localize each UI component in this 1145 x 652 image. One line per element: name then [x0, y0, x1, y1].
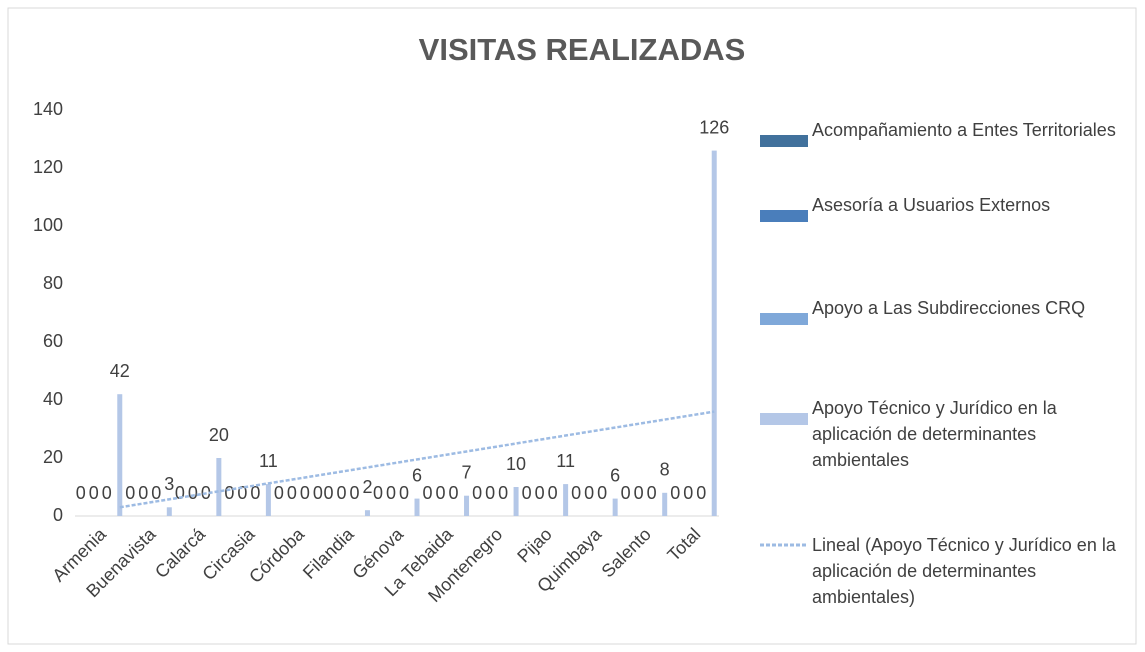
y-tick-label: 20 — [43, 447, 63, 467]
bar — [364, 510, 370, 516]
bar — [216, 458, 222, 516]
bar — [414, 498, 420, 516]
y-tick-label: 100 — [33, 215, 63, 235]
data-label: 11 — [259, 451, 278, 471]
data-label: 0 — [634, 483, 644, 503]
data-label: 8 — [660, 460, 670, 480]
y-tick-label: 40 — [43, 389, 63, 409]
data-label: 0 — [125, 483, 135, 503]
bar — [662, 492, 668, 516]
data-label: 0 — [571, 483, 581, 503]
data-label: 0 — [696, 483, 706, 503]
data-label: 0 — [250, 483, 260, 503]
y-tick-label: 0 — [53, 505, 63, 525]
data-label: 0 — [621, 483, 631, 503]
data-label: 0 — [670, 483, 680, 503]
data-label: 0 — [313, 483, 323, 503]
legend-swatch — [760, 210, 808, 222]
data-label: 0 — [522, 483, 532, 503]
y-tick-label: 80 — [43, 273, 63, 293]
data-label: 0 — [349, 483, 359, 503]
bar — [563, 484, 569, 516]
bar — [513, 487, 519, 516]
bar — [711, 150, 717, 516]
y-tick-label: 140 — [33, 99, 63, 119]
data-label: 126 — [699, 117, 729, 137]
legend-label: Apoyo Técnico y Jurídico en la aplicació… — [812, 398, 1057, 470]
legend-label: Apoyo a Las Subdirecciones CRQ — [812, 298, 1086, 318]
chart-title: VISITAS REALIZADAS — [419, 32, 746, 67]
legend-swatch — [760, 135, 808, 147]
bar — [166, 507, 172, 516]
data-label: 0 — [683, 483, 693, 503]
data-label: 11 — [556, 451, 575, 471]
data-label: 0 — [151, 483, 161, 503]
y-tick-label: 60 — [43, 331, 63, 351]
data-label: 0 — [423, 483, 433, 503]
data-label: 42 — [110, 361, 130, 381]
data-label: 0 — [287, 483, 297, 503]
data-label: 0 — [237, 483, 247, 503]
data-label: 0 — [138, 483, 148, 503]
chart-border — [7, 7, 1137, 645]
legend-swatch — [760, 413, 808, 425]
data-label: 0 — [399, 483, 409, 503]
data-label: 0 — [373, 483, 383, 503]
data-label: 0 — [175, 483, 185, 503]
data-label: 6 — [610, 465, 620, 485]
data-label: 7 — [462, 462, 472, 482]
data-label: 0 — [336, 483, 346, 503]
data-label: 0 — [647, 483, 657, 503]
data-label: 6 — [412, 465, 422, 485]
data-label: 0 — [584, 483, 594, 503]
data-label: 0 — [472, 483, 482, 503]
data-label: 0 — [300, 483, 310, 503]
data-label: 0 — [274, 483, 284, 503]
data-label: 0 — [76, 483, 86, 503]
data-label: 0 — [498, 483, 508, 503]
data-label: 0 — [386, 483, 396, 503]
data-label: 10 — [506, 454, 526, 474]
data-label: 0 — [535, 483, 545, 503]
data-label: 0 — [436, 483, 446, 503]
bar — [265, 484, 271, 516]
bar — [464, 495, 470, 516]
data-label: 0 — [89, 483, 99, 503]
legend-swatch — [760, 313, 808, 325]
y-tick-label: 120 — [33, 157, 63, 177]
bar — [612, 498, 618, 516]
data-label: 3 — [164, 474, 174, 494]
data-label: 20 — [209, 425, 229, 445]
data-label: 0 — [485, 483, 495, 503]
legend-label: Acompañamiento a Entes Territoriales — [812, 120, 1116, 140]
data-label: 0 — [597, 483, 607, 503]
data-label: 0 — [323, 483, 333, 503]
data-label: 0 — [188, 483, 198, 503]
data-label: 2 — [362, 477, 372, 497]
legend-label: Asesoría a Usuarios Externos — [812, 195, 1051, 215]
trendline — [119, 410, 715, 509]
legend-label: Lineal (Apoyo Técnico y Jurídico en la a… — [812, 535, 1116, 607]
bar — [117, 394, 123, 516]
data-label: 0 — [224, 483, 234, 503]
data-label: 0 — [548, 483, 558, 503]
data-label: 0 — [449, 483, 459, 503]
data-label: 0 — [102, 483, 112, 503]
